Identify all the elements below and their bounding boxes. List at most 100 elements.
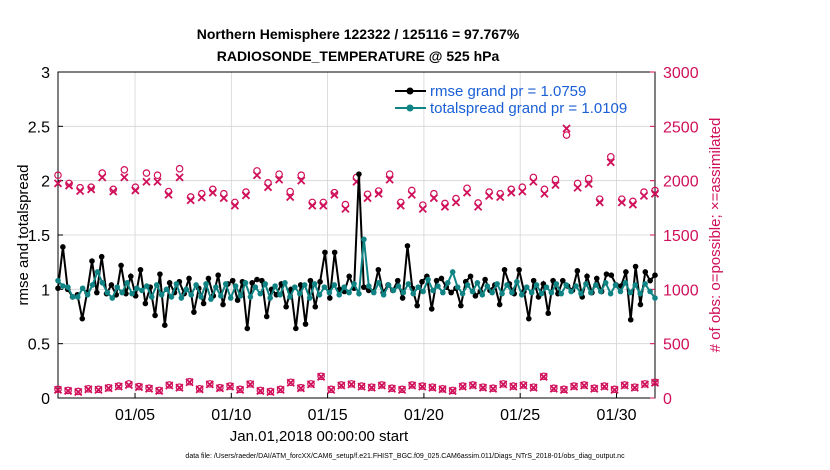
left-y-tick-label: 2.5	[28, 119, 50, 136]
totalspread-point	[168, 294, 175, 300]
obs-assimilated-marker	[64, 181, 74, 190]
obs-assimilated-marker	[440, 202, 450, 211]
obs-assimilated-marker	[286, 378, 295, 387]
obs-assimilated-marker	[551, 180, 560, 190]
obs-assimilated-marker	[385, 175, 394, 184]
obs-possible-marker	[317, 372, 325, 381]
rmse-point	[191, 309, 197, 315]
rmse-point	[128, 273, 134, 280]
obs-assimilated-marker	[418, 382, 427, 391]
rmse-point	[574, 268, 581, 274]
totalspread-point	[652, 295, 658, 301]
totalspread-point	[632, 282, 639, 288]
rmse-point	[89, 258, 95, 264]
totalspread-point	[370, 289, 377, 296]
rmse-point	[623, 269, 629, 275]
rmse-point	[94, 289, 100, 296]
totalspread-point	[262, 281, 269, 287]
totalspread-point	[612, 282, 619, 288]
obs-assimilated-marker	[518, 187, 527, 196]
obs-possible-marker	[266, 387, 275, 396]
obs-assimilated-marker	[114, 382, 123, 391]
obs-assimilated-marker	[98, 173, 107, 182]
obs-assimilated-marker	[519, 381, 528, 390]
totalspread-point	[390, 287, 397, 294]
totalspread-point	[597, 288, 604, 295]
totalspread-point	[247, 294, 254, 300]
totalspread-point	[74, 294, 81, 300]
rmse-point	[331, 249, 338, 256]
obs-possible-marker	[84, 384, 93, 393]
obs-assimilated-marker	[374, 189, 383, 198]
totalspread-point	[518, 291, 525, 298]
totalspread-point	[301, 282, 308, 288]
obs-assimilated-marker	[319, 201, 328, 210]
rmse-point	[428, 306, 435, 312]
totalspread-point	[94, 269, 101, 275]
totalspread-point	[385, 282, 392, 288]
obs-possible-marker	[286, 187, 294, 196]
obs-possible-marker	[327, 385, 336, 394]
totalspread-point	[469, 288, 476, 295]
obs-assimilated-marker	[256, 386, 265, 396]
legend: rmse grand pr = 1.0759 totalspread grand…	[395, 83, 627, 117]
chart-title: Northern Hemisphere 122322 / 125116 = 97…	[197, 26, 520, 42]
rmse-point	[263, 313, 270, 320]
rmse-point	[317, 278, 323, 285]
rmse-point	[419, 278, 425, 285]
obs-possible-marker	[499, 380, 508, 388]
totalspread-point	[232, 283, 239, 289]
rmse-point	[647, 277, 653, 284]
totalspread-point	[222, 281, 229, 287]
obs-assimilated-marker	[539, 372, 548, 381]
obs-assimilated-marker	[590, 384, 599, 393]
rmse-point	[414, 302, 420, 309]
totalspread-point	[425, 276, 431, 283]
obs-assimilated-marker	[387, 384, 397, 393]
obs-assimilated-marker	[297, 176, 306, 185]
obs-count-series	[53, 124, 660, 397]
left-y-axis-label: rmse and totalspread	[15, 165, 32, 306]
totalspread-point	[148, 294, 155, 300]
left-y-tick-label: 3	[41, 65, 50, 82]
obs-possible-marker	[367, 383, 376, 391]
rmse-point	[55, 285, 61, 292]
obs-possible-marker	[550, 384, 558, 393]
obs-possible-marker	[307, 380, 315, 388]
obs-assimilated-marker	[448, 386, 457, 396]
totalspread-point	[602, 280, 609, 286]
totalspread-point	[158, 291, 165, 298]
totalspread-point	[366, 283, 372, 289]
totalspread-point	[321, 284, 328, 290]
obs-assimilated-marker	[462, 188, 472, 197]
obs-assimilated-marker	[327, 385, 336, 394]
obs-assimilated-marker	[458, 382, 467, 391]
totalspread-point	[144, 283, 150, 289]
totalspread-point	[89, 282, 96, 288]
totalspread-point	[193, 282, 199, 288]
rmse-point	[530, 277, 537, 284]
totalspread-point	[647, 288, 653, 295]
obs-possible-marker	[297, 383, 305, 392]
rmse-point	[249, 280, 255, 286]
totalspread-point	[489, 289, 495, 296]
totalspread-point	[637, 290, 643, 297]
rmse-point	[220, 301, 226, 308]
rmse-point	[307, 277, 314, 284]
obs-possible-marker	[286, 378, 295, 387]
obs-possible-marker	[560, 385, 568, 394]
totalspread-point	[459, 290, 466, 297]
obs-assimilated-marker	[562, 124, 571, 133]
totalspread-point	[538, 290, 545, 297]
obs-possible-marker	[580, 381, 588, 389]
obs-assimilated-marker	[144, 384, 154, 393]
totalspread-point	[435, 283, 441, 289]
obs-possible-marker	[570, 382, 578, 390]
obs-possible-marker	[519, 381, 528, 389]
rmse-point	[472, 293, 479, 299]
totalspread-point	[316, 291, 323, 298]
right-y-tick-label: 1500	[663, 228, 699, 245]
obs-assimilated-marker	[397, 385, 407, 394]
totalspread-point	[410, 290, 417, 297]
totalspread-point	[346, 289, 352, 296]
